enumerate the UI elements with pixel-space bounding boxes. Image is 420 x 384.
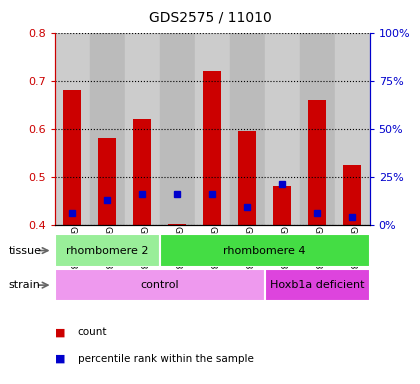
Text: rhombomere 2: rhombomere 2 [66,245,148,256]
Bar [230,33,265,225]
Text: GDS2575 / 11010: GDS2575 / 11010 [149,10,271,24]
Bar [265,269,370,301]
Text: ■: ■ [55,354,65,364]
Bar [335,33,370,225]
Bar [308,100,326,225]
Text: percentile rank within the sample: percentile rank within the sample [78,354,254,364]
Bar [273,186,291,225]
Bar [168,224,186,225]
Bar [63,90,81,225]
Bar [98,138,116,225]
Bar [134,119,151,225]
Bar [160,33,194,225]
Text: strain: strain [8,280,40,290]
Bar [55,234,160,267]
Text: rhombomere 4: rhombomere 4 [223,245,306,256]
Text: count: count [78,327,107,337]
Text: ■: ■ [55,327,65,337]
Bar [55,269,265,301]
Bar [299,33,335,225]
Bar [344,165,361,225]
Bar [203,71,221,225]
Bar [265,33,299,225]
Bar [55,33,89,225]
Bar [125,33,160,225]
Text: Hoxb1a deficient: Hoxb1a deficient [270,280,365,290]
Bar [194,33,230,225]
Bar [89,33,125,225]
Text: tissue: tissue [8,245,42,256]
Text: control: control [140,280,179,290]
Bar [160,234,370,267]
Bar [239,131,256,225]
